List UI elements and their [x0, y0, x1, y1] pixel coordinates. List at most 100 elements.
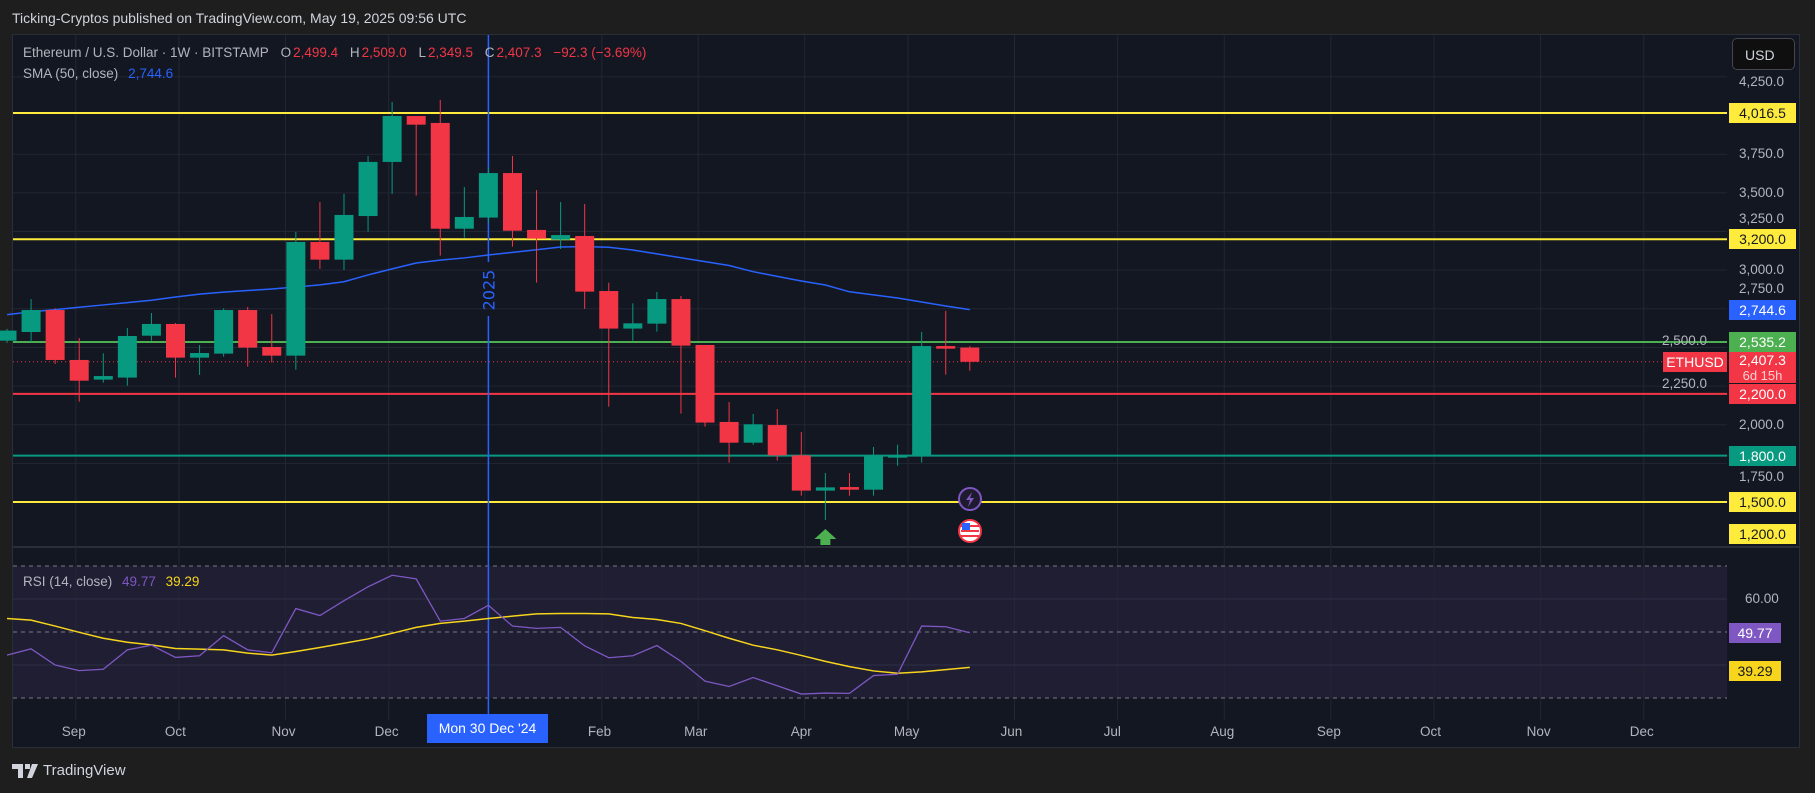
rsi-ma-value: 39.29: [165, 574, 200, 589]
time-axis-label: Mar: [684, 724, 708, 739]
candle-body: [743, 424, 763, 443]
sma-price-label: 2,744.6: [1729, 299, 1796, 320]
time-axis-label: Nov: [271, 724, 296, 739]
rsi-line: [6, 574, 970, 695]
time-axis-label: Jul: [1103, 724, 1121, 739]
candle-body: [960, 347, 980, 362]
candle: [358, 156, 378, 232]
flag-canton: [962, 523, 970, 530]
rsi-label: RSI (14, close): [23, 574, 113, 589]
candle-body: [719, 421, 739, 443]
candle: [936, 310, 956, 375]
level-price-label: 2,200.0: [1729, 383, 1796, 404]
tradingview-logo[interactable]: TradingView: [12, 762, 126, 779]
price-axis-tick: 1,750.0: [1739, 469, 1785, 484]
symbol-legend: Ethereum / U.S. Dollar · 1W · BITSTAMP O…: [23, 45, 648, 60]
price-axis-tick: 3,750.0: [1739, 146, 1785, 162]
price-axis-tick: 3,250.0: [1739, 211, 1785, 226]
time-axis-label: Apr: [790, 724, 812, 739]
candle: [382, 101, 402, 194]
rsi-value: 49.77: [122, 574, 156, 589]
candle: [791, 432, 811, 496]
candle-body: [0, 330, 17, 341]
time-axis-label: Dec: [1629, 724, 1654, 739]
price-axis-tick: 2,250.0: [1662, 376, 1708, 391]
level-price-label: 3,200.0: [1729, 229, 1796, 250]
high-label: H: [349, 45, 360, 60]
time-axis-label: Nov: [1526, 724, 1551, 739]
last-price-label: 2,407.3 6d 15h: [1729, 351, 1796, 383]
candle: [912, 331, 932, 463]
candle-body: [623, 323, 643, 329]
tradingview-logo-text: TradingView: [43, 762, 126, 779]
candle: [310, 201, 330, 269]
time-axis-label: Dec: [374, 724, 399, 739]
candle: [93, 353, 113, 383]
crosshair-date-label: Mon 30 Dec '24: [427, 714, 548, 743]
currency-button[interactable]: USD: [1732, 38, 1795, 70]
candle: [599, 282, 619, 407]
candle: [45, 308, 65, 364]
open-label: O: [280, 45, 292, 60]
candle-body: [864, 455, 884, 490]
candle-body: [214, 310, 234, 354]
candle-body: [599, 291, 619, 329]
candle: [214, 308, 234, 357]
candle-body: [141, 323, 161, 336]
candle-body: [286, 242, 306, 356]
candle-body: [406, 116, 426, 125]
candle-body: [382, 116, 402, 162]
time-axis-label: Feb: [587, 724, 612, 739]
bottom-price-label: 1,200.0: [1729, 524, 1796, 544]
price-axis-tick: 2,500.0: [1662, 333, 1708, 348]
close-value: 2,407.3: [496, 45, 542, 60]
candle: [141, 312, 161, 341]
candle: [502, 156, 522, 247]
candle-body: [117, 336, 137, 378]
candle-body: [310, 242, 330, 260]
low-label: L: [418, 45, 426, 60]
time-axis-label: Sep: [1316, 724, 1341, 739]
us-flag-event-icon: [958, 519, 982, 543]
level-price-label: 1,500.0: [1729, 492, 1796, 513]
candle: [767, 408, 787, 461]
candle-body: [430, 122, 450, 229]
candle-body: [791, 455, 811, 491]
candle: [262, 314, 282, 363]
low-value: 2,349.5: [427, 45, 474, 60]
rsi-value-label: 49.77: [1729, 622, 1781, 643]
sma-line: [6, 245, 970, 316]
candle-body: [647, 299, 667, 324]
candle: [815, 472, 835, 520]
rsi-legend[interactable]: RSI (14, close) 49.77 39.29: [23, 574, 201, 589]
candle: [527, 190, 547, 283]
candle: [454, 186, 474, 238]
candle: [960, 346, 980, 371]
high-value: 2,509.0: [361, 45, 407, 60]
level-price-label: 2,535.2: [1729, 332, 1796, 352]
candle: [743, 413, 763, 445]
price-axis-tick: 3,500.0: [1739, 184, 1785, 200]
candle-body: [888, 455, 908, 458]
sma-legend[interactable]: SMA (50, close) 2,744.6: [23, 66, 175, 81]
candle-body: [671, 299, 691, 346]
price-axis-tick: 2,000.0: [1739, 416, 1785, 432]
level-price-label: 4,016.5: [1729, 103, 1796, 123]
change-value: −92.3 (−3.69%): [553, 45, 647, 60]
candle: [286, 231, 306, 370]
rsi-ma-value-label: 39.29: [1729, 661, 1781, 682]
candle-body: [502, 173, 522, 231]
last-price-value: 2,407.3: [1739, 351, 1786, 368]
open-value: 2,499.4: [293, 45, 339, 60]
candle-body: [334, 214, 354, 260]
candle-body: [454, 216, 474, 229]
time-axis-label: Oct: [1420, 724, 1442, 739]
candle: [165, 323, 185, 378]
lightning-event-icon: [958, 487, 982, 511]
countdown: 6d 15h: [1742, 367, 1783, 383]
candle-body: [527, 229, 547, 239]
rsi-axis-tick: 60.00: [1745, 591, 1779, 606]
price-axis-tick: 4,250.0: [1739, 74, 1785, 89]
candle-body: [767, 425, 787, 456]
